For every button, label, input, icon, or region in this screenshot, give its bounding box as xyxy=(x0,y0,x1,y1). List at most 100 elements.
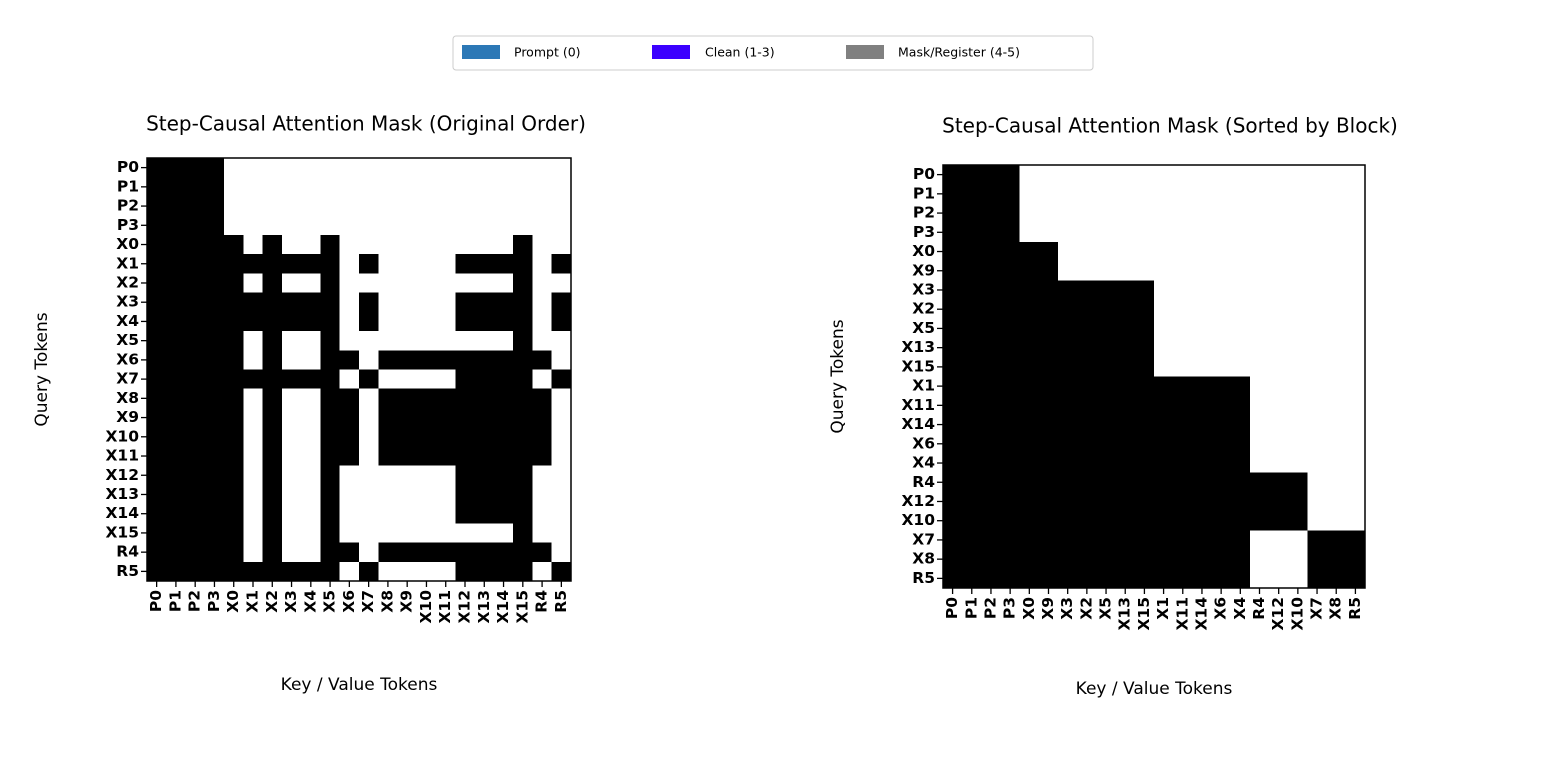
cell xyxy=(1269,434,1289,454)
cell xyxy=(1173,434,1193,454)
cell xyxy=(1058,472,1078,493)
cell xyxy=(493,158,514,178)
cell xyxy=(185,388,206,409)
cell xyxy=(436,446,456,467)
cell xyxy=(166,215,186,236)
cell xyxy=(1211,357,1232,377)
cell xyxy=(981,491,1001,512)
cell xyxy=(1019,357,1040,377)
cell xyxy=(1249,241,1270,262)
legend: Prompt (0) Clean (1-3) Mask/Register (4-… xyxy=(452,35,1094,71)
cell xyxy=(1134,434,1155,454)
cell xyxy=(1000,568,1021,589)
cell xyxy=(1211,568,1232,589)
cell xyxy=(455,542,476,563)
cell xyxy=(551,234,572,255)
cell xyxy=(1000,222,1021,243)
y-tick-label: X9 xyxy=(116,408,139,426)
cell xyxy=(1038,184,1059,204)
cell xyxy=(1249,434,1270,454)
cell xyxy=(243,273,264,293)
cell xyxy=(359,196,379,217)
cell xyxy=(1096,241,1117,262)
cell xyxy=(1000,241,1021,262)
cell xyxy=(378,215,398,236)
y-tick-label: X7 xyxy=(116,370,139,388)
cell xyxy=(436,311,456,332)
cell xyxy=(359,254,379,274)
cell xyxy=(1134,453,1155,474)
cell xyxy=(224,369,244,390)
cell xyxy=(301,561,321,582)
cell xyxy=(185,234,206,255)
cell xyxy=(1249,568,1270,589)
cell xyxy=(493,561,514,582)
cell xyxy=(224,542,244,563)
y-tick-label: P3 xyxy=(913,223,935,241)
cell xyxy=(416,177,437,197)
cell xyxy=(1345,414,1366,435)
cell xyxy=(224,196,244,217)
cell xyxy=(359,215,379,236)
cell xyxy=(1307,472,1328,493)
cell xyxy=(243,311,264,332)
cell xyxy=(397,504,418,524)
cell xyxy=(1211,338,1232,358)
cell xyxy=(551,292,572,313)
cell xyxy=(281,369,302,390)
cell xyxy=(224,254,244,274)
cell xyxy=(1230,241,1251,262)
cell xyxy=(1058,549,1078,570)
cell xyxy=(1230,511,1251,531)
cell xyxy=(1345,530,1366,550)
cell xyxy=(1173,222,1193,243)
cell xyxy=(378,388,398,409)
x-tick-label: X5 xyxy=(321,590,339,613)
cell xyxy=(513,427,533,447)
cell xyxy=(981,530,1001,550)
cell xyxy=(243,215,264,236)
cell xyxy=(532,427,553,447)
cell xyxy=(455,427,476,447)
cell xyxy=(436,196,456,217)
cell xyxy=(513,331,533,351)
cell xyxy=(243,407,264,428)
cell xyxy=(1288,376,1308,397)
y-tick-label: X15 xyxy=(901,357,935,375)
cell xyxy=(1288,261,1308,281)
cell xyxy=(185,465,206,486)
cell xyxy=(204,407,225,428)
cell xyxy=(1211,318,1232,339)
cell xyxy=(1192,241,1212,262)
cell xyxy=(962,357,982,377)
cell xyxy=(551,254,572,274)
x-tick-label: X11 xyxy=(1173,597,1191,631)
cell xyxy=(1058,530,1078,550)
cell xyxy=(1154,549,1174,570)
cell xyxy=(532,369,553,390)
cell xyxy=(1249,491,1270,512)
cell xyxy=(301,504,321,524)
cell xyxy=(378,311,398,332)
cell xyxy=(1038,395,1059,416)
cell xyxy=(262,331,283,351)
cell xyxy=(1173,261,1193,281)
x-tick-label: P1 xyxy=(962,597,980,619)
cell xyxy=(455,388,476,409)
cell xyxy=(532,292,553,313)
cell xyxy=(378,273,398,293)
cell xyxy=(1173,549,1193,570)
cell xyxy=(185,331,206,351)
cell xyxy=(1211,376,1232,397)
cell xyxy=(1115,184,1136,204)
cell xyxy=(301,215,321,236)
cell xyxy=(981,280,1001,300)
cell xyxy=(147,561,167,582)
cell xyxy=(339,273,360,293)
cell xyxy=(397,350,418,370)
y-tick-label: R4 xyxy=(116,543,139,561)
cell xyxy=(339,177,360,197)
cell xyxy=(1230,338,1251,358)
cell xyxy=(455,407,476,428)
cell xyxy=(339,311,360,332)
